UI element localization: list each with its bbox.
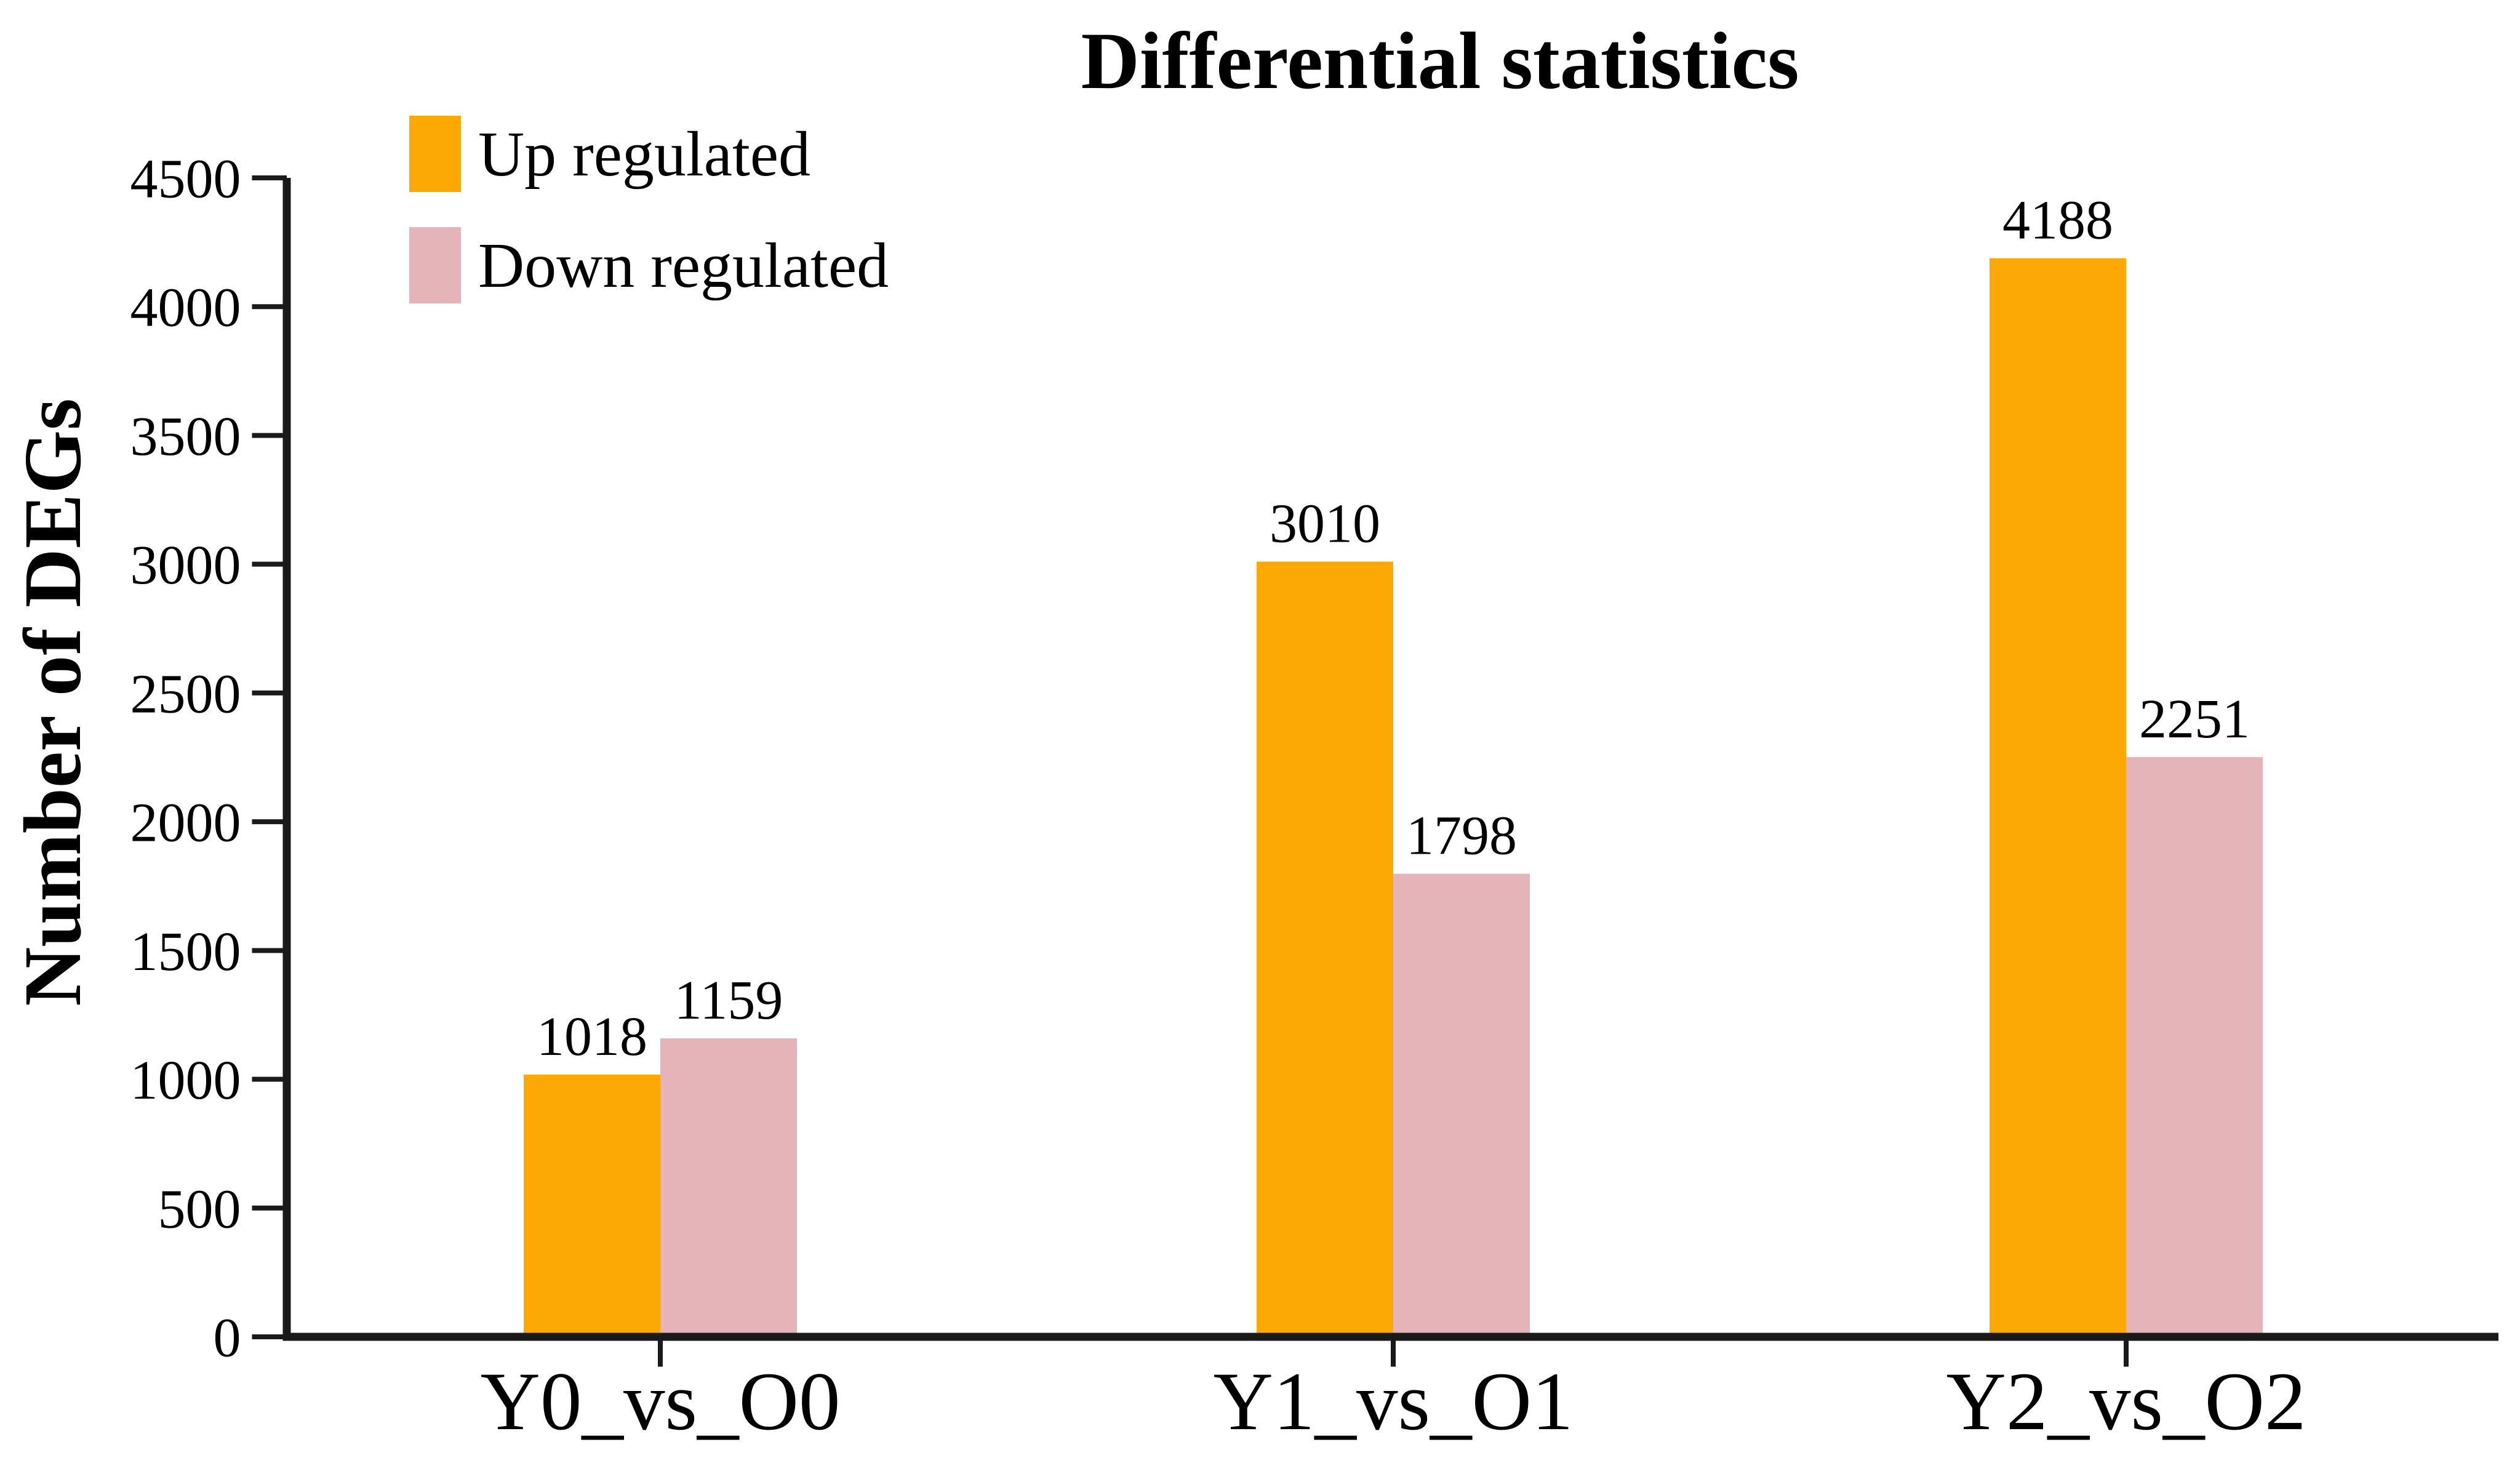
y-tick-label: 1000 xyxy=(130,1050,241,1111)
bar-down-regulated-Y1_vs_O1 xyxy=(1393,873,1530,1337)
bar-up-regulated-Y0_vs_O0 xyxy=(524,1075,660,1337)
y-tick-label: 1500 xyxy=(130,921,241,982)
bar-value-label: 1798 xyxy=(1406,806,1517,867)
y-tick-label: 4500 xyxy=(130,149,241,210)
y-tick-label: 4000 xyxy=(130,278,241,339)
legend-label-up-regulated: Up regulated xyxy=(478,118,811,190)
legend-swatch-up-regulated xyxy=(409,116,461,192)
bar-value-label: 1018 xyxy=(537,1006,647,1067)
bar-value-label: 3010 xyxy=(1270,493,1380,554)
bar-value-label: 1159 xyxy=(674,970,783,1031)
y-axis-title: Number of DEGs xyxy=(7,398,98,1006)
legend-item-down-regulated: Down regulated xyxy=(409,227,889,303)
y-tick-label: 0 xyxy=(214,1308,241,1369)
x-category-label: Y2_vs_O2 xyxy=(1946,1356,2306,1448)
x-category-label: Y0_vs_O0 xyxy=(480,1356,840,1448)
bar-up-regulated-Y1_vs_O1 xyxy=(1257,561,1393,1337)
y-tick-label: 2500 xyxy=(130,663,241,724)
bar-up-regulated-Y2_vs_O2 xyxy=(1990,258,2126,1337)
bar-value-label: 4188 xyxy=(2002,190,2113,251)
x-category-label: Y1_vs_O1 xyxy=(1213,1356,1573,1448)
y-tick-label: 500 xyxy=(158,1179,241,1240)
chart-title: Differential statistics xyxy=(1081,15,1799,106)
legend: Up regulated Down regulated xyxy=(409,116,889,339)
y-tick-label: 3000 xyxy=(130,535,241,596)
y-tick-label: 2000 xyxy=(130,793,241,854)
bar-value-label: 2251 xyxy=(2139,689,2250,750)
bar-down-regulated-Y2_vs_O2 xyxy=(2126,757,2263,1337)
bar-down-regulated-Y0_vs_O0 xyxy=(660,1038,797,1337)
legend-swatch-down-regulated xyxy=(409,227,461,303)
legend-label-down-regulated: Down regulated xyxy=(478,230,889,301)
y-tick-label: 3500 xyxy=(130,406,241,467)
legend-item-up-regulated: Up regulated xyxy=(409,116,889,192)
